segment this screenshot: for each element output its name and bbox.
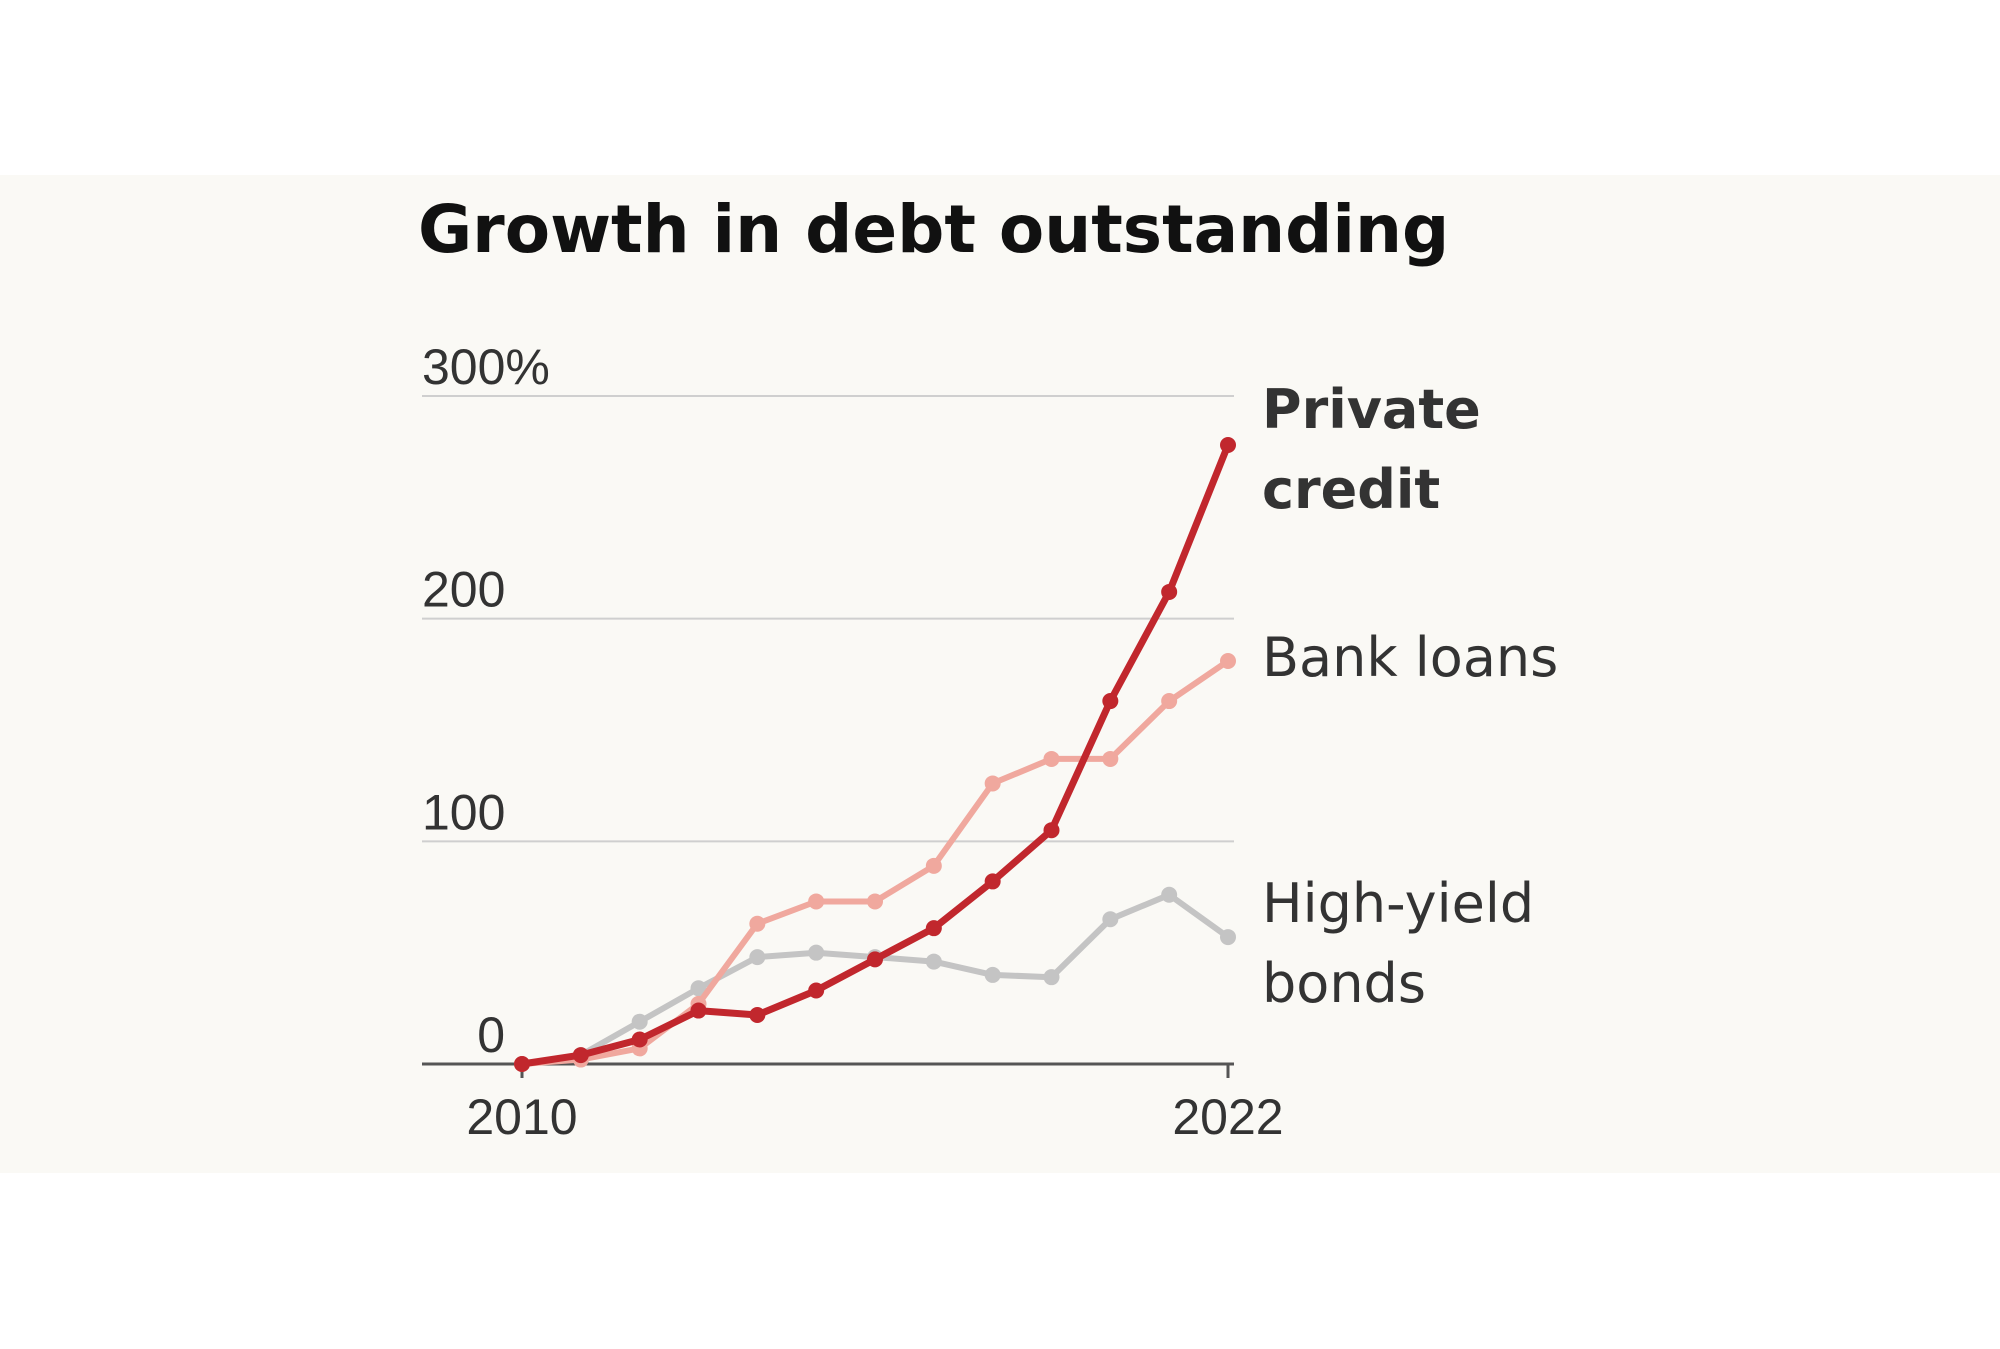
bank-loans-point [984, 775, 1001, 792]
high-yield-bonds-label: High-yield bonds [1262, 872, 1534, 1015]
x-tick-label: 2022 [1172, 1089, 1283, 1145]
bank-loans-point [1220, 652, 1236, 669]
high-yield-bonds-point [749, 949, 766, 966]
private-credit-point [1220, 436, 1236, 453]
bank-loans-point [1043, 750, 1060, 767]
high-yield-bonds-point [808, 944, 825, 961]
bank-loans-series [514, 652, 1236, 1072]
private-credit-point [808, 982, 825, 999]
high-yield-bonds-point [925, 953, 942, 970]
bank-loans-point [925, 857, 942, 874]
high-yield-bonds-label-line: High-yield [1262, 872, 1534, 935]
grid-layer [422, 395, 1234, 1066]
private-credit-point [1043, 822, 1060, 839]
bank-loans-point [749, 915, 766, 932]
y-tick-label: 0 [477, 1007, 505, 1063]
series-labels: High-yield bonds Bank loans Private credit [1262, 378, 1558, 1015]
private-credit-point [1102, 693, 1119, 710]
y-tick-label: 200 [422, 562, 505, 618]
private-credit-point [1161, 583, 1178, 600]
private-credit-series [514, 436, 1236, 1072]
bank-loans-point [1161, 693, 1178, 710]
bank-loans-point [1102, 750, 1119, 767]
bank-loans-label: Bank loans [1262, 626, 1558, 689]
private-credit-point [690, 1002, 707, 1019]
private-credit-line [518, 441, 1232, 1068]
x-tick-labels: 2010 2022 [466, 1064, 1284, 1145]
bank-loans-line [519, 658, 1231, 1067]
private-credit-label-line: Private [1262, 378, 1481, 441]
y-tick-labels: 300% 200 100 0 [422, 339, 550, 1063]
high-yield-bonds-label-line: bonds [1262, 952, 1426, 1015]
private-credit-point [984, 873, 1001, 890]
private-credit-point [749, 1007, 766, 1024]
bank-loans-point [867, 893, 883, 910]
private-credit-label: Private credit [1262, 378, 1481, 521]
series-layer [514, 436, 1236, 1072]
high-yield-bonds-point [631, 1013, 648, 1030]
high-yield-bonds-point [690, 980, 707, 997]
chart-panel [0, 175, 2000, 1173]
private-credit-point [514, 1056, 530, 1072]
private-credit-point [867, 951, 883, 968]
high-yield-bonds-point [1220, 929, 1236, 946]
private-credit-point [572, 1047, 589, 1064]
chart-title: Growth in debt outstanding [418, 191, 1449, 268]
y-tick-label: 300% [422, 339, 550, 395]
bank-loans-label-line: Bank loans [1262, 626, 1558, 689]
high-yield-bonds-point [1043, 969, 1060, 986]
y-tick-label: 100 [422, 784, 505, 840]
high-yield-bonds-point [1102, 911, 1119, 928]
private-credit-label-line: credit [1262, 458, 1440, 521]
high-yield-bonds-line [519, 891, 1231, 1067]
x-tick-label: 2010 [466, 1089, 577, 1145]
high-yield-bonds-point [984, 966, 1001, 983]
high-yield-bonds-point [1161, 886, 1178, 903]
private-credit-point [925, 920, 942, 937]
bank-loans-point [808, 893, 825, 910]
private-credit-point [631, 1031, 648, 1048]
